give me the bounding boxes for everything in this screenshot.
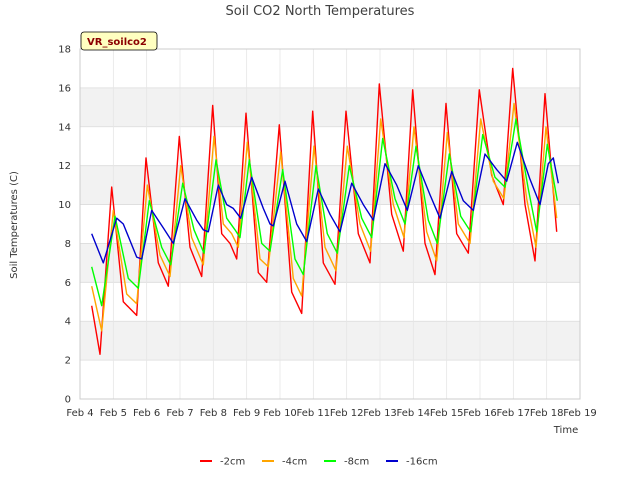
- y-tick-label: 0: [65, 395, 71, 406]
- x-tick-label: Feb 15: [430, 408, 464, 419]
- y-axis-label: Soil Temperatures (C): [9, 171, 20, 279]
- series-group: [91, 67, 559, 355]
- grid-band: [80, 321, 580, 361]
- x-tick-label: Feb 11: [297, 408, 331, 419]
- x-tick-label: Feb 8: [200, 408, 227, 419]
- x-tick-label: Feb 18: [530, 408, 564, 419]
- legend-label: -8cm: [344, 457, 369, 468]
- x-tick-label: Feb 4: [66, 408, 93, 419]
- x-tick-label: Feb 19: [563, 408, 597, 419]
- grid-band: [80, 87, 580, 127]
- y-tick-label: 4: [65, 317, 71, 328]
- y-tick-label: 6: [65, 278, 71, 289]
- y-tick-label: 2: [65, 356, 71, 367]
- badge-label: VR_soilco2: [87, 37, 147, 48]
- x-tick-label: Feb 12: [330, 408, 364, 419]
- series-line-minus-16cm: [91, 141, 559, 264]
- x-tick-label: Feb 14: [397, 408, 431, 419]
- y-tick-label: 12: [58, 161, 71, 172]
- legend-label: -16cm: [406, 457, 438, 468]
- x-tick-label: Feb 9: [233, 408, 260, 419]
- x-tick-label: Feb 5: [100, 408, 127, 419]
- chart-title: Soil CO2 North Temperatures: [226, 4, 415, 19]
- x-tick-label: Feb 10: [263, 408, 297, 419]
- badge: VR_soilco2: [80, 31, 158, 51]
- grid-band: [80, 165, 580, 205]
- plot-area: [79, 48, 581, 400]
- y-tick-label: 10: [58, 200, 71, 211]
- x-tick-label: Feb 7: [166, 408, 193, 419]
- plot-border: [79, 48, 581, 400]
- series-line-minus-8cm: [91, 118, 558, 307]
- axes: 0 2 4 6 8 10 12 14 16 18 Feb 4 Feb 5 Feb 6 Feb 7 Feb 8…: [58, 45, 597, 420]
- x-tick-label: Feb 13: [363, 408, 397, 419]
- badge-box: [80, 31, 158, 51]
- y-tick-label: 18: [58, 45, 71, 56]
- y-tick-label: 8: [65, 239, 71, 250]
- x-axis-label: Time: [553, 425, 578, 436]
- x-tick-label: Feb 17: [497, 408, 531, 419]
- x-tick-label: Feb 6: [133, 408, 160, 419]
- legend-label: -2cm: [220, 457, 245, 468]
- legend: -2cm -4cm -8cm -16cm: [200, 457, 438, 468]
- legend-label: -4cm: [282, 457, 307, 468]
- y-tick-label: 14: [58, 122, 71, 133]
- x-tick-label: Feb 16: [463, 408, 497, 419]
- y-tick-label: 16: [58, 83, 71, 94]
